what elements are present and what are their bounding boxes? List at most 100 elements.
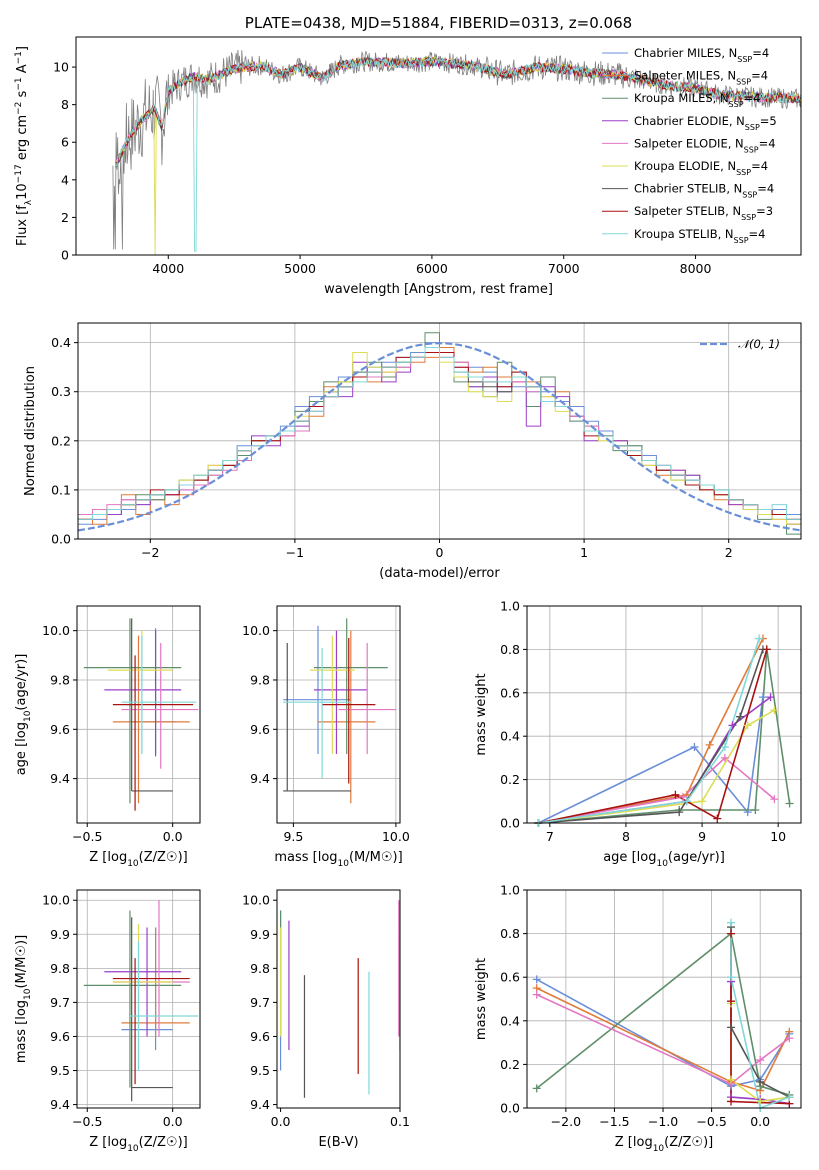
mass-weight-vs-z-xtick-label: −2.0: [551, 1114, 581, 1129]
mass-weight-marker: [785, 1034, 794, 1043]
age-vs-z-plot: [83, 618, 199, 811]
mass-weight-line: [536, 978, 790, 1088]
mass-weight-marker: [532, 1084, 541, 1093]
mass-weight-vs-age-ytick-label: 0.6: [500, 685, 520, 700]
spectrum-xtick-label: 7000: [548, 261, 580, 276]
age-vs-z-ylabel: age [log10(age/yr)]: [14, 654, 33, 776]
mass-weight-vs-age-xtick-label: 9: [698, 829, 706, 844]
residuals-frame: [77, 322, 802, 540]
residuals-ytick-label: 0.4: [51, 335, 71, 350]
legend-entry: Kroupa ELODIE, NSSP=4: [634, 159, 768, 177]
mass-weight-vs-z-grid: [527, 889, 801, 1109]
age-vs-mass-xlabel: mass [log10(M/M☉)]: [274, 850, 402, 869]
mass-vs-ebv-frame: [276, 889, 401, 1109]
residuals-xtick-label: −1: [286, 545, 304, 560]
age-vs-z-axes: [73, 605, 201, 827]
mass-vs-ebv-ytick-label: 9.4: [250, 1097, 270, 1112]
mass-weight-line: [538, 649, 768, 823]
residuals-plot: [78, 332, 801, 539]
mass-vs-ebv-ytick-label: 9.6: [250, 1029, 270, 1044]
mass-weight-marker: [770, 706, 779, 715]
mass-vs-ebv-xtick-label: 0.1: [390, 1114, 410, 1129]
mass-weight-line: [538, 638, 760, 823]
mass-vs-ebv-ytick-label: 10.0: [242, 893, 270, 908]
mass-weight-line: [538, 649, 764, 823]
spectrum-ytick-label: 6: [61, 135, 69, 150]
mass-vs-ebv-ytick-label: 9.7: [250, 995, 270, 1010]
age-vs-z-ytick-label: 9.8: [50, 672, 70, 687]
mass-weight-marker: [675, 808, 684, 817]
mass-weight-vs-age-ytick-label: 1.0: [500, 599, 520, 614]
age-vs-z-ytick-label: 9.4: [50, 771, 70, 786]
mass-weight-marker: [727, 918, 736, 927]
mass-weight-vs-z-ylabel: mass weight: [474, 958, 489, 1040]
mass-weight-marker: [679, 792, 688, 801]
mass-weight-vs-z-ytick-label: 1.0: [500, 883, 520, 898]
mass-weight-marker: [720, 753, 729, 762]
residuals-ylabel: Normed distribution: [23, 366, 38, 496]
mass-weight-marker: [671, 790, 680, 799]
mass-weight-marker: [751, 805, 760, 814]
mass-weight-marker: [698, 797, 707, 806]
mass-weight-line: [538, 696, 764, 823]
mass-weight-vs-z-frame: [526, 889, 802, 1109]
mass-vs-ebv-xtick-label: 0.0: [271, 1114, 291, 1129]
legend-entry: Chabrier ELODIE, NSSP=5: [634, 114, 777, 132]
mass-vs-z-xlabel: Z [log10(Z/Z☉)]: [89, 1135, 187, 1154]
mass-weight-vs-age-xtick-label: 7: [546, 829, 554, 844]
age-vs-mass-plot: [283, 618, 396, 804]
normal-legend-label: 𝒩(0, 1): [738, 337, 780, 351]
mass-weight-marker: [755, 634, 764, 643]
mass-weight-line: [536, 993, 790, 1085]
spectrum-xlabel: wavelength [Angstrom, rest frame]: [324, 282, 553, 297]
mass-vs-ebv-xlabel: E(B-V): [318, 1135, 358, 1150]
spectrum-xtick-label: 6000: [416, 261, 448, 276]
mass-weight-vs-z-xtick-label: 0.0: [750, 1114, 770, 1129]
mass-weight-vs-z-xlabel: Z [log10(Z/Z☉)]: [615, 1135, 713, 1154]
mass-vs-z-ytick-label: 9.4: [50, 1097, 70, 1112]
residuals-ytick-label: 0.2: [51, 433, 71, 448]
residuals-xlabel: (data-model)/error: [379, 566, 500, 581]
age-vs-mass-xtick-label: 9.5: [283, 829, 303, 844]
age-vs-mass-ytick-label: 10.0: [242, 623, 270, 638]
mass-weight-vs-z-xtick-label: −1.0: [648, 1114, 678, 1129]
mass-weight-vs-age-axes: [523, 605, 802, 827]
age-vs-z-frame: [76, 605, 201, 824]
mass-vs-ebv-axes: [273, 889, 401, 1112]
mass-weight-marker: [758, 693, 767, 702]
spectrum-xtick-label: 5000: [284, 261, 316, 276]
age-vs-mass-ytick-label: 9.6: [250, 722, 270, 737]
residual-histogram-step: [78, 347, 801, 539]
mass-weight-vs-z-xtick-label: −1.5: [599, 1114, 629, 1129]
mass-weight-vs-z-axes: [523, 889, 802, 1112]
mass-weight-marker: [743, 721, 752, 730]
mass-weight-marker: [728, 721, 737, 730]
mass-weight-marker: [785, 1093, 794, 1102]
legend-entry: Salpeter ELODIE, NSSP=4: [634, 136, 776, 154]
mass-weight-vs-z-xtick-label: −0.5: [696, 1114, 726, 1129]
mass-weight-marker: [770, 795, 779, 804]
spectrum-xtick-label: 4000: [152, 261, 184, 276]
mass-weight-marker: [766, 693, 775, 702]
mass-weight-marker: [705, 740, 714, 749]
mass-vs-z-ytick-label: 9.8: [50, 961, 70, 976]
mass-weight-marker: [756, 1077, 765, 1086]
residuals-ytick-label: 0.0: [51, 532, 71, 547]
age-vs-z-ytick-label: 9.6: [50, 722, 70, 737]
legend-entry: Kroupa STELIB, NSSP=4: [634, 227, 765, 245]
mass-weight-marker: [727, 1023, 736, 1032]
legend-entry: Chabrier MILES, NSSP=4: [634, 46, 769, 64]
residuals-xtick-label: −2: [141, 545, 159, 560]
mass-weight-marker: [727, 1075, 736, 1084]
mass-weight-vs-age-xlabel: age [log10(age/yr)]: [603, 850, 725, 869]
mass-weight-vs-age-ytick-label: 0.4: [500, 729, 520, 744]
spectrum-frame: [75, 36, 802, 256]
mass-weight-vs-age-xtick-label: 10: [770, 829, 786, 844]
mass-weight-vs-z-ytick-label: 0.4: [500, 1013, 520, 1028]
mass-weight-line: [730, 922, 790, 1108]
mass-weight-marker: [690, 743, 699, 752]
age-vs-mass-ytick-label: 9.8: [250, 672, 270, 687]
mass-weight-marker: [727, 973, 736, 982]
mass-vs-ebv-ytick-label: 9.5: [250, 1063, 270, 1078]
